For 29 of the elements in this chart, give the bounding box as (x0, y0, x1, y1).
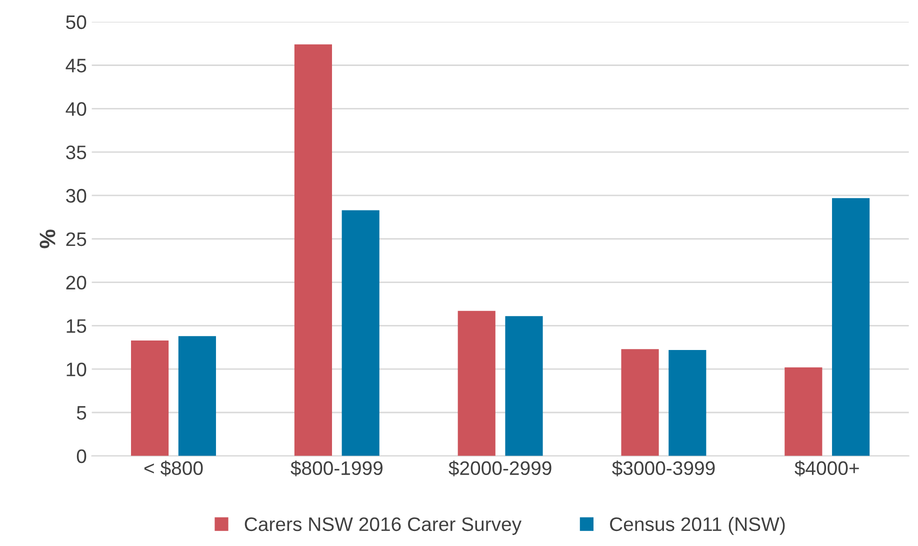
x-tick-label: $800-1999 (290, 460, 382, 476)
x-tick-label: $2000-2999 (448, 460, 552, 476)
y-tick-label: 0 (76, 449, 86, 464)
y-tick-label: 30 (66, 188, 86, 203)
y-tick-label: 10 (66, 362, 86, 376)
bar (131, 340, 169, 456)
y-tick-label: 25 (66, 232, 86, 246)
bar (668, 350, 706, 456)
y-tick-label: 20 (66, 276, 86, 290)
bar (621, 349, 659, 456)
y-tick-label: 35 (66, 146, 86, 160)
y-tick-label: 40 (66, 102, 86, 116)
x-tick-label: $3000-3999 (612, 460, 715, 476)
x-tick-label: $4000+ (794, 460, 859, 476)
x-tick-label: < $800 (144, 460, 203, 476)
bar (294, 44, 332, 456)
bar (505, 316, 543, 456)
y-tick-label: 15 (66, 319, 86, 333)
y-axis-title: % (40, 230, 56, 248)
legend-label: Carers NSW 2016 Carer Survey (244, 517, 522, 535)
bar (178, 336, 216, 456)
legend-label: Census 2011 (NSW) (610, 516, 785, 535)
bar (832, 198, 870, 456)
bar (342, 210, 380, 456)
y-tick-label: 50 (66, 15, 86, 30)
y-tick-label: 5 (76, 406, 86, 420)
bar (784, 367, 822, 456)
y-tick-label: 45 (66, 58, 86, 72)
bar (458, 310, 496, 456)
